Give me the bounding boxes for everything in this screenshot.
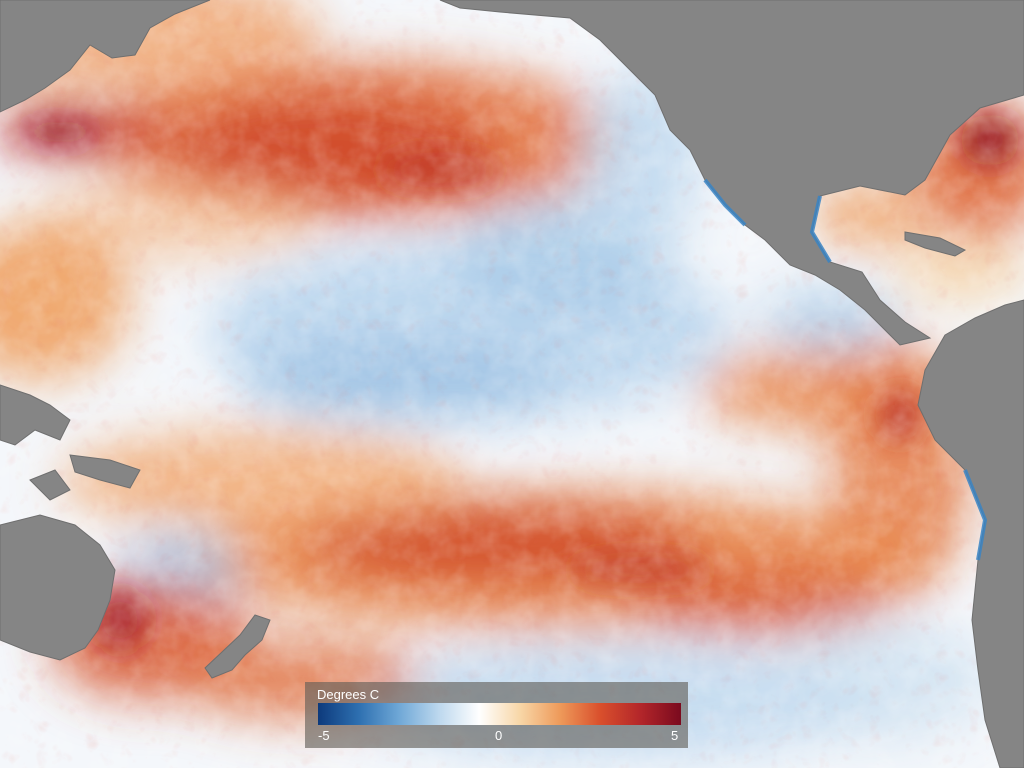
- color-scale-legend: Degrees C -5 0 5: [305, 682, 688, 748]
- coastal-upwelling: [703, 178, 988, 561]
- landmass-southeast-asia: [0, 384, 71, 446]
- legend-title: Degrees C: [317, 687, 380, 702]
- landmass-new-zealand: [204, 614, 271, 679]
- legend-color-bar: [318, 703, 681, 725]
- landmass-south-america: [917, 299, 1024, 768]
- landmass-north-america: [439, 0, 1024, 346]
- landmass-new-guinea: [69, 454, 141, 489]
- landmass-caribbean-islands: [904, 231, 967, 257]
- landmass-asia: [0, 0, 211, 113]
- legend-tick-mid: 0: [495, 728, 503, 743]
- legend-tick-min: -5: [318, 728, 330, 743]
- landmass-australia: [0, 514, 116, 661]
- legend-tick-max: 5: [671, 728, 679, 743]
